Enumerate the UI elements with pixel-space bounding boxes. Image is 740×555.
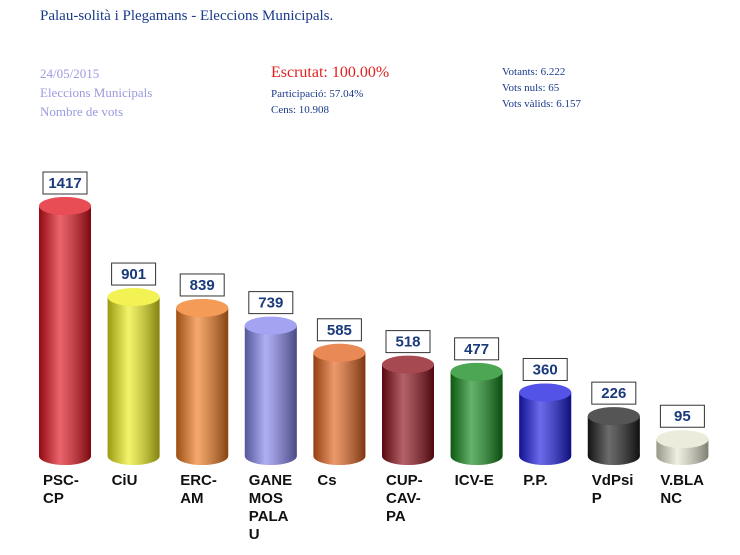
value-label: 901 — [121, 266, 146, 283]
bar-top-light — [244, 316, 297, 335]
category-label: PSC-CP — [43, 472, 79, 507]
category-label: VdPsiP — [591, 472, 634, 507]
bar-top-light — [313, 343, 366, 362]
bar-top-light — [107, 288, 160, 307]
page-title: Palau-solità i Plegamans - Eleccions Mun… — [40, 8, 334, 24]
info-text: Votants: 6.222 — [502, 66, 566, 78]
value-label-box — [659, 404, 705, 428]
info-text: Participació: 57.04% — [271, 88, 364, 100]
value-label: 839 — [190, 277, 215, 294]
bar-shade — [176, 307, 229, 456]
bar-shade — [382, 364, 434, 456]
info-text: 24/05/2015 — [40, 66, 100, 81]
bar-top — [450, 362, 503, 381]
status: Escrutat: 100.00% — [271, 64, 390, 81]
category-label: Cs — [317, 472, 337, 489]
category-label: CUP-CAV-PA — [386, 472, 423, 525]
bar-top — [656, 430, 709, 449]
value-label-box — [385, 330, 431, 354]
bar-top-light — [587, 407, 640, 426]
category-label: V.BLANC — [660, 472, 705, 507]
bar-top-light — [176, 298, 229, 317]
bar-shade — [450, 371, 503, 456]
bar-top-light — [382, 355, 434, 374]
value-label-box — [248, 291, 294, 315]
bar-top — [176, 298, 229, 317]
info-text: Vots vàlids: 6.157 — [502, 98, 581, 110]
value-label: 518 — [395, 334, 420, 351]
value-label: 360 — [533, 361, 558, 378]
bar-top-light — [656, 430, 709, 449]
value-label-box — [111, 262, 157, 286]
value-label: 585 — [327, 322, 352, 339]
bar-shade — [313, 352, 366, 456]
value-label: 95 — [674, 408, 691, 425]
value-label: 477 — [464, 341, 489, 358]
bar-top-light — [39, 197, 91, 215]
bar-shade — [519, 392, 572, 456]
value-label: 226 — [601, 385, 626, 402]
info-text: Cens: 10.908 — [271, 104, 330, 116]
bar-top — [519, 383, 572, 402]
value-label-box — [316, 318, 362, 342]
value-label: 1417 — [48, 175, 81, 192]
bar-top — [107, 288, 160, 307]
value-label-box — [522, 357, 568, 381]
category-label: ERC-AM — [180, 472, 217, 507]
bar-top — [587, 407, 640, 426]
bar-top — [244, 316, 297, 335]
bar-top-light — [450, 362, 503, 381]
bar-shade — [39, 206, 91, 456]
bar-top — [382, 355, 434, 374]
bar-top-light — [519, 383, 572, 402]
bar-top — [39, 197, 91, 215]
category-label: GANEMOS PALAU — [248, 472, 293, 543]
value-label-box — [454, 337, 500, 361]
value-label-box — [591, 381, 637, 405]
category-label: P.P. — [523, 472, 548, 489]
bar-shade — [107, 297, 160, 456]
info-text: Vots nuls: 65 — [502, 82, 560, 94]
value-label-box — [42, 171, 88, 195]
bar-shade — [244, 325, 297, 456]
value-label-box — [179, 273, 225, 297]
bar-top — [313, 343, 366, 362]
value-label: 739 — [258, 295, 283, 312]
category-label: CiU — [111, 472, 138, 489]
info-text: Eleccions Municipals — [40, 85, 153, 100]
info-text: Nombre de vots — [40, 104, 124, 119]
category-label: ICV-E — [454, 472, 494, 489]
